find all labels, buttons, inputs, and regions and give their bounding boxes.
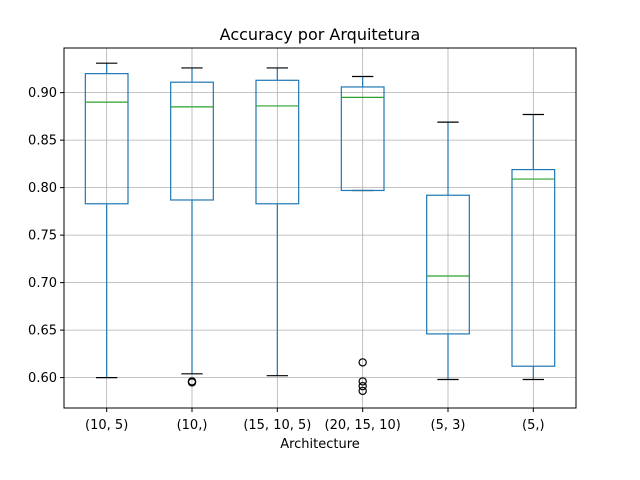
box-group (170, 67, 214, 387)
y-tick-label: 0.60 (28, 371, 57, 386)
box-group (255, 67, 300, 377)
box-rect (170, 81, 214, 201)
chart-title: Accuracy por Arquitetura (220, 25, 421, 44)
box-rect (340, 86, 385, 192)
y-tick-label: 0.65 (28, 324, 57, 339)
x-axis-label: Architecture (280, 437, 360, 452)
axis-layer: 0.60 0.65 0.70 0.75 0.80 0.85 0.90 (10, 5) (10,)… (28, 47, 577, 433)
box-rect (84, 73, 129, 205)
y-tick-label: 0.90 (28, 86, 57, 101)
plot-frame (63, 47, 577, 409)
x-tick-label: (10,) (177, 418, 208, 433)
box-group (84, 62, 129, 379)
box-rect (426, 194, 470, 335)
outlier-point (358, 386, 367, 396)
y-tick-label: 0.85 (28, 134, 57, 149)
box-rect (511, 168, 556, 367)
x-tick-label: (20, 15, 10) (325, 418, 401, 433)
y-tick-label: 0.70 (28, 276, 57, 291)
y-tick-label: 0.75 (28, 229, 57, 244)
x-tick-label: (15, 10, 5) (243, 418, 311, 433)
x-tick-label: (5,) (522, 418, 545, 433)
x-tick-label: (5, 3) (431, 418, 466, 433)
outlier-point (358, 377, 367, 386)
y-tick-label: 0.80 (28, 181, 57, 196)
x-tick-label: (10, 5) (85, 418, 128, 433)
box-group (426, 121, 470, 381)
box-group (340, 75, 385, 396)
outlier-point (358, 358, 367, 367)
box-layer (84, 62, 556, 396)
outlier-point (187, 378, 197, 387)
box-group (511, 113, 556, 381)
outlier-point (358, 381, 367, 391)
box-rect (255, 79, 300, 205)
